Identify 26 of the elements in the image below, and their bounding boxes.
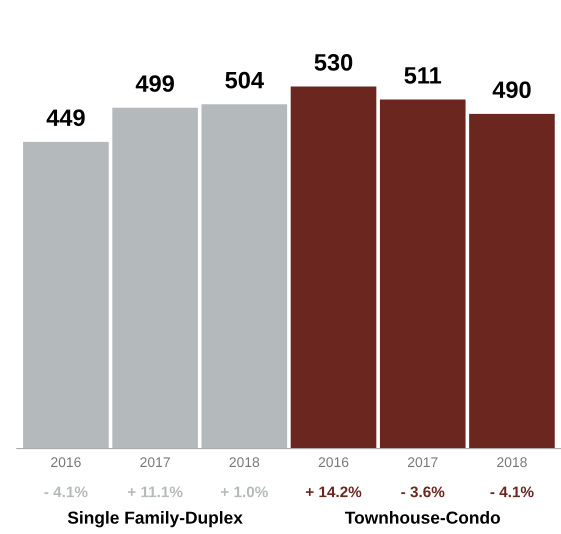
data-label: 504 bbox=[225, 72, 264, 89]
x-tick-label: 2018 bbox=[497, 457, 527, 468]
bar bbox=[112, 108, 198, 449]
text: Single Family-Duplex bbox=[68, 511, 243, 528]
text: + 14.2% bbox=[306, 486, 362, 498]
data-label: 530 bbox=[314, 54, 352, 71]
text: - 4.1% bbox=[44, 486, 88, 498]
data-label: 499 bbox=[136, 75, 174, 92]
text: - 4.1% bbox=[490, 486, 534, 498]
bar bbox=[380, 100, 466, 449]
bar bbox=[201, 104, 288, 449]
bar bbox=[469, 114, 555, 449]
x-tick-label: 2016 bbox=[51, 457, 81, 468]
x-tick-label: 2017 bbox=[408, 457, 438, 468]
text: + 11.1% bbox=[128, 486, 183, 498]
x-tick-label: 2016 bbox=[318, 457, 348, 468]
data-label: 511 bbox=[404, 67, 442, 84]
data-label: 490 bbox=[492, 81, 531, 98]
text: Townhouse-Condo bbox=[344, 511, 500, 524]
bar bbox=[23, 142, 109, 449]
bar bbox=[290, 86, 376, 449]
x-tick-label: 2018 bbox=[230, 457, 260, 468]
data-label: 449 bbox=[46, 109, 85, 126]
text: + 1.0% bbox=[220, 486, 268, 498]
text: - 3.6% bbox=[401, 486, 444, 498]
x-tick-label: 2017 bbox=[140, 457, 170, 468]
